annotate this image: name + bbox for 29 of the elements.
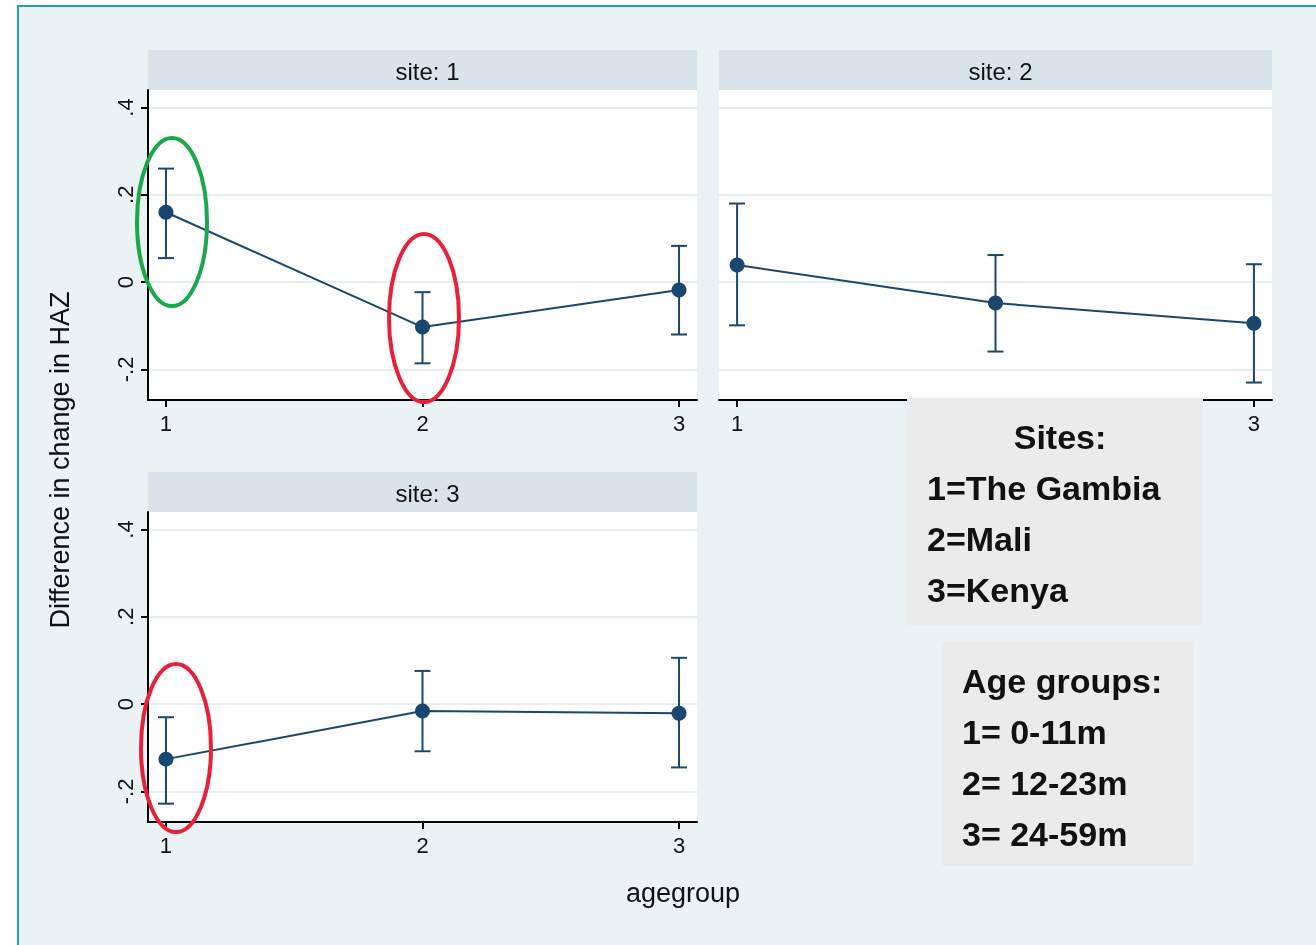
x-tick-label: 3 (672, 410, 686, 436)
chart-title: site: 3 (395, 479, 460, 507)
point (415, 703, 430, 719)
y-tick-label: .4 (112, 98, 138, 117)
x-tick-label: 3 (1247, 410, 1261, 436)
x-tick-label: 1 (159, 832, 173, 858)
y-tick-label: -.2 (112, 778, 138, 805)
x-tick-label: 2 (416, 832, 429, 858)
y-tick-label: .4 (112, 520, 138, 539)
y-tick-label: .2 (112, 607, 138, 626)
x-tick-label: 1 (730, 410, 744, 436)
x-tick-label: 2 (416, 410, 429, 436)
x-tick-label: 3 (672, 832, 686, 858)
point (158, 751, 174, 767)
y-axis-title: Difference in change in HAZ (44, 291, 76, 629)
point (671, 705, 687, 721)
text: Sites: 1=The Gambia 2=Mali 3=Kenya (927, 417, 1162, 611)
x-tick-label: 1 (159, 410, 173, 436)
point (671, 282, 687, 298)
point (158, 204, 174, 220)
y-tick-label: .2 (112, 185, 138, 204)
y-tick-label: 0 (112, 697, 138, 711)
x-axis-title: agegroup (625, 877, 741, 909)
chart-title: site: 2 (968, 57, 1033, 85)
chart-title: site: 1 (395, 57, 460, 85)
y-tick-label: 0 (112, 275, 138, 289)
y-tick-label: -.2 (112, 356, 138, 383)
text: Age groups: 1= 0-11m 2= 12-23m 3= 24-59m (962, 661, 1164, 855)
point (415, 319, 430, 335)
